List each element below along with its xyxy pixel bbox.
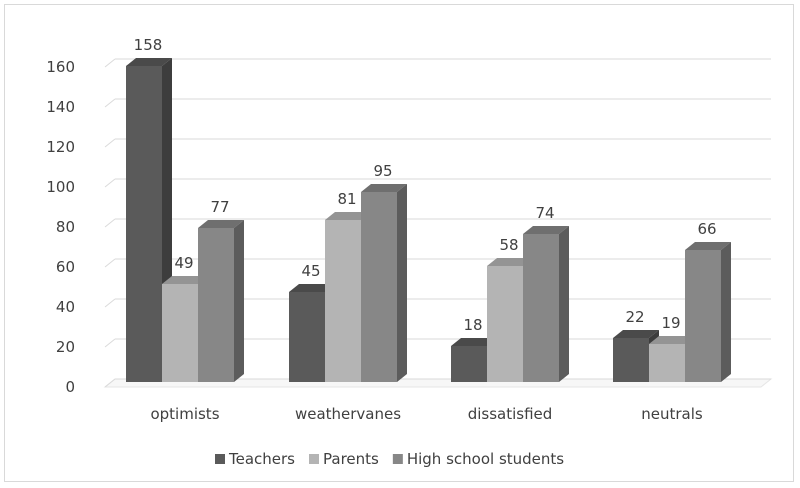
data-label: 74 bbox=[535, 204, 554, 222]
gridline-depth bbox=[104, 338, 116, 348]
gridline-depth bbox=[104, 98, 116, 108]
bar-groups bbox=[126, 58, 731, 382]
gridline-depth bbox=[104, 218, 116, 228]
bar-top bbox=[126, 58, 172, 66]
y-tick-label: 20 bbox=[56, 338, 75, 356]
legend-item: Parents bbox=[309, 450, 379, 468]
bar-side bbox=[559, 226, 569, 382]
bar-top bbox=[613, 330, 659, 338]
gridline-depth bbox=[104, 298, 116, 308]
gridline-depth bbox=[104, 378, 116, 388]
legend-label: High school students bbox=[407, 450, 564, 468]
data-label: 66 bbox=[697, 220, 716, 238]
data-label: 18 bbox=[463, 316, 482, 334]
bar-top bbox=[523, 226, 569, 234]
bar-front bbox=[126, 66, 162, 382]
y-tick-label: 0 bbox=[65, 378, 75, 396]
bar-front bbox=[198, 228, 234, 382]
y-tick-label: 160 bbox=[46, 58, 75, 76]
bar-top bbox=[487, 258, 533, 266]
bar-side bbox=[234, 220, 244, 382]
y-tick-label: 80 bbox=[56, 218, 75, 236]
bar-front bbox=[649, 344, 685, 382]
data-label: 45 bbox=[301, 262, 320, 280]
data-label: 158 bbox=[134, 36, 163, 54]
data-label: 95 bbox=[373, 162, 392, 180]
y-tick-label: 120 bbox=[46, 138, 75, 156]
y-tick-label: 40 bbox=[56, 298, 75, 316]
bar-side bbox=[721, 242, 731, 382]
bar bbox=[198, 220, 244, 382]
legend-swatch bbox=[215, 454, 225, 464]
bar-top bbox=[451, 338, 497, 346]
gridline-depth bbox=[104, 138, 116, 148]
bar-top bbox=[198, 220, 244, 228]
chart-area: 0 20 40 60 80 100 120 140 160 158 49 77 45 81 95 18 58 7… bbox=[4, 4, 794, 482]
bar-top bbox=[649, 336, 695, 344]
bar-top bbox=[289, 284, 335, 292]
bar-front bbox=[289, 292, 325, 382]
bar-front bbox=[325, 220, 361, 382]
bar-front bbox=[361, 192, 397, 382]
category-label: dissatisfied bbox=[468, 405, 553, 423]
bar bbox=[126, 58, 172, 382]
bar-front bbox=[613, 338, 649, 382]
gridline-depth bbox=[104, 178, 116, 188]
data-label: 22 bbox=[625, 308, 644, 326]
legend: Teachers Parents High school students bbox=[215, 450, 564, 468]
bar bbox=[361, 184, 407, 382]
bar-side bbox=[397, 184, 407, 382]
data-labels: 158 49 77 45 81 95 18 58 74 22 19 66 bbox=[134, 36, 717, 334]
data-label: 19 bbox=[661, 314, 680, 332]
legend-label: Parents bbox=[323, 450, 379, 468]
bar bbox=[523, 226, 569, 382]
y-axis-ticks: 0 20 40 60 80 100 120 140 160 bbox=[46, 58, 75, 396]
bar-chart: 0 20 40 60 80 100 120 140 160 158 49 77 45 81 95 18 58 7… bbox=[46, 36, 773, 468]
bar-top bbox=[361, 184, 407, 192]
gridline-depth bbox=[104, 58, 116, 68]
data-label: 58 bbox=[499, 236, 518, 254]
y-tick-label: 60 bbox=[56, 258, 75, 276]
bar-front bbox=[487, 266, 523, 382]
x-axis-categories: optimists weathervanes dissatisfied neutral… bbox=[150, 405, 702, 423]
data-label: 77 bbox=[210, 198, 229, 216]
bar-front bbox=[162, 284, 198, 382]
category-label: neutrals bbox=[641, 405, 703, 423]
bar-top bbox=[685, 242, 731, 250]
legend-item: High school students bbox=[392, 450, 564, 468]
bar-front bbox=[523, 234, 559, 382]
category-label: weathervanes bbox=[295, 405, 401, 423]
category-label: optimists bbox=[150, 405, 219, 423]
y-tick-label: 140 bbox=[46, 98, 75, 116]
legend-label: Teachers bbox=[228, 450, 295, 468]
gridline-depth bbox=[104, 258, 116, 268]
bar bbox=[685, 242, 731, 382]
data-label: 49 bbox=[174, 254, 193, 272]
bar-front bbox=[451, 346, 487, 382]
data-label: 81 bbox=[337, 190, 356, 208]
legend-swatch bbox=[392, 454, 403, 464]
y-tick-label: 100 bbox=[46, 178, 75, 196]
legend-swatch bbox=[309, 454, 319, 464]
bar-top bbox=[162, 276, 208, 284]
legend-item: Teachers bbox=[215, 450, 295, 468]
bar-top bbox=[325, 212, 371, 220]
bar-front bbox=[685, 250, 721, 382]
